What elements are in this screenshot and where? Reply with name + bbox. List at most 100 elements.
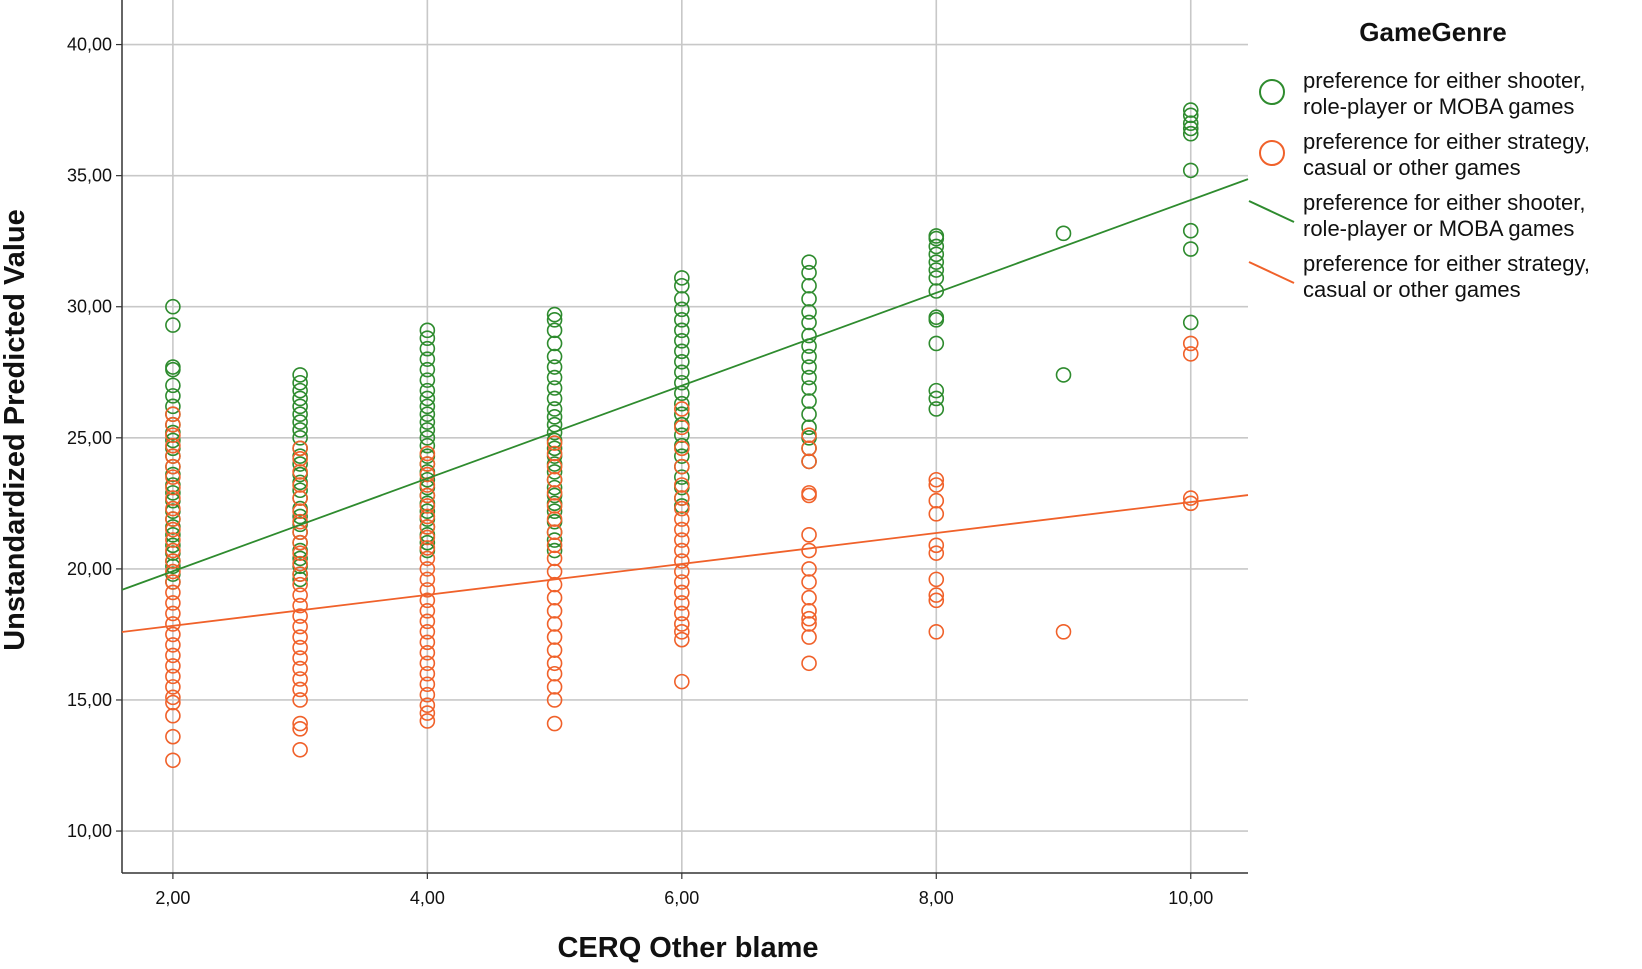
data-point [928,506,945,522]
data-point [165,605,181,622]
legend-line-marker [1248,200,1295,223]
data-point [1182,490,1199,506]
data-point [546,359,563,375]
data-point [1182,314,1199,331]
data-point [674,500,690,517]
data-point [165,553,181,569]
data-point [292,587,308,603]
data-point [419,406,436,423]
legend-label-line1: preference for either strategy, [1303,129,1590,154]
legend: GameGenre preference for either shooter,… [1248,17,1590,302]
data-point [419,634,436,651]
data-point [292,367,308,383]
data-point [928,624,945,640]
data-point [292,571,308,588]
x-tick-label: 10,00 [1168,888,1213,908]
data-point [165,728,181,745]
data-point [419,592,436,609]
data-point [928,471,945,488]
data-point [801,369,817,386]
data-point [419,437,436,454]
y-tick-label: 15,00 [67,690,112,710]
data-point [928,254,945,270]
data-point [546,306,563,323]
data-point [165,416,181,433]
data-point [546,532,563,548]
data-point [419,398,436,415]
data-point [928,238,945,255]
data-point [801,348,817,365]
data-point [801,380,817,396]
data-point [546,348,563,365]
data-point [292,721,308,737]
data-point [292,741,308,758]
data-point [546,401,563,417]
data-point [165,563,181,580]
data-point [928,230,945,247]
data-point [292,414,308,430]
data-point [674,427,690,443]
data-point [546,458,563,475]
data-point [546,524,563,540]
y-tick-label: 30,00 [67,297,112,317]
fit-line [121,178,1249,591]
data-point [546,471,563,488]
data-point [546,485,563,501]
data-point [292,692,308,708]
data-point [165,469,181,485]
data-point [165,427,181,443]
legend-label-line2: casual or other games [1303,155,1521,180]
data-point [928,312,945,328]
data-point [801,264,817,281]
data-point [292,456,308,472]
data-point [419,508,436,525]
data-point [419,498,436,514]
data-point [419,322,436,339]
data-point [1182,222,1199,239]
data-point [801,589,817,606]
data-point [546,435,563,451]
data-point [801,427,817,443]
data-point [801,527,817,543]
data-point [674,511,690,527]
data-point [546,550,563,567]
fit-lines [121,178,1249,633]
data-point [419,713,436,729]
data-point [546,576,563,593]
x-tick-label: 2,00 [155,888,190,908]
data-point [292,681,308,698]
data-point [546,679,563,695]
axes [121,0,1248,874]
data-point [165,485,181,501]
data-point [419,372,436,388]
data-point [801,561,817,577]
data-point [546,537,563,554]
data-point [801,610,817,627]
data-point [546,629,563,645]
data-point [801,419,817,436]
x-tick-label: 8,00 [919,888,954,908]
data-point [546,424,563,441]
data-point [292,555,308,572]
data-point [165,689,181,706]
data-point [546,589,563,606]
data-point [1182,335,1199,352]
data-point [546,642,563,658]
data-point [292,477,308,493]
data-point [165,406,181,423]
data-point [292,390,308,407]
data-point [419,561,436,577]
data-point [165,637,181,653]
data-point [165,537,181,554]
data-point [292,715,308,732]
data-point [165,437,181,454]
data-point [419,613,436,630]
data-point [292,374,308,391]
data-point [801,487,817,504]
data-point [674,584,690,601]
data-point [292,440,308,457]
data-point [419,705,436,721]
data-point [801,314,817,331]
data-point [165,707,181,724]
data-point [801,393,817,409]
